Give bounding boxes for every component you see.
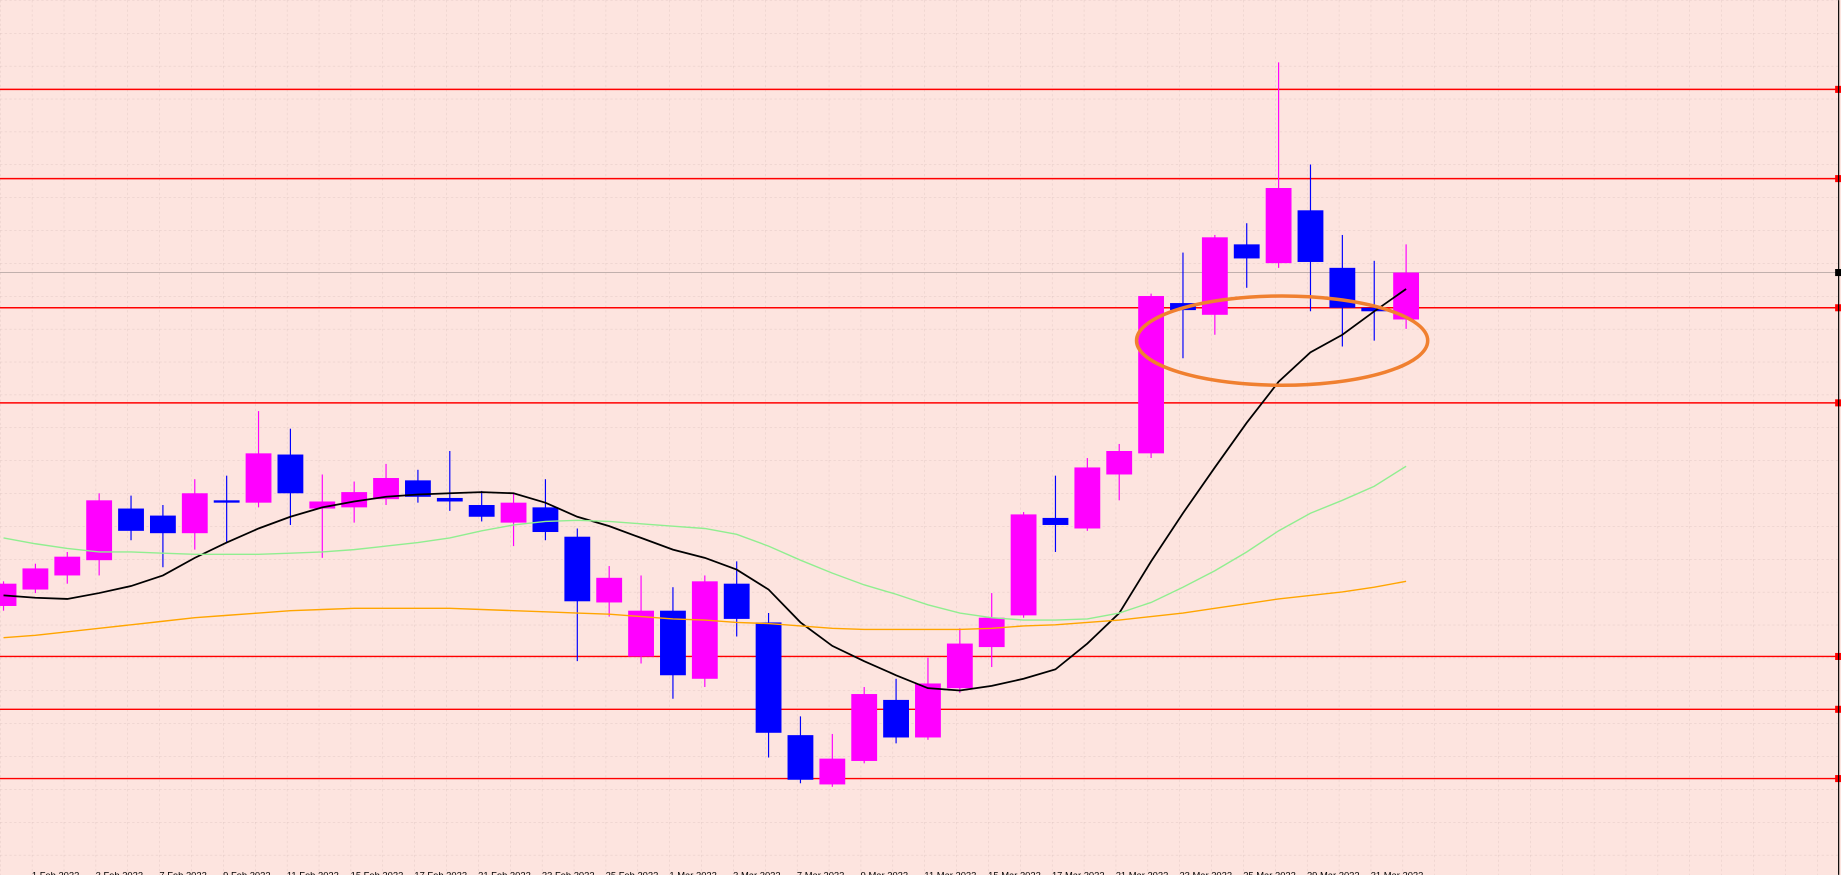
x-tick-label: 15 Feb 2022	[351, 869, 404, 875]
candle-body	[309, 501, 336, 509]
candle-body	[532, 507, 559, 533]
x-tick-label: 25 Mar 2022	[1243, 869, 1296, 875]
moving-average	[3, 465, 1407, 621]
candle-body	[723, 583, 750, 619]
candle-body	[1361, 307, 1388, 312]
plot	[0, 62, 1841, 787]
candle-body	[54, 556, 81, 576]
candle-body	[915, 683, 941, 738]
candle-body	[1106, 451, 1133, 475]
x-tick-label: 1 Mar 2022	[669, 869, 716, 875]
candle-body	[819, 758, 846, 785]
candle-body	[0, 583, 17, 606]
candle-body	[978, 617, 1005, 648]
x-tick-label: 31 Mar 2022	[1371, 869, 1424, 875]
candle-body	[277, 454, 304, 494]
x-tick-label: 21 Feb 2022	[478, 869, 531, 875]
candle-body	[1074, 467, 1101, 529]
x-tick-label: 1 Feb 2022	[32, 869, 79, 875]
highlight-ellipse	[1134, 294, 1430, 388]
x-tick-label: 17 Mar 2022	[1052, 869, 1105, 875]
x-tick-label: 25 Feb 2022	[606, 869, 659, 875]
moving-average	[3, 288, 1407, 692]
candle-body	[149, 515, 176, 534]
x-tick-label: 9 Mar 2022	[861, 869, 908, 875]
candle-body	[181, 493, 208, 534]
x-tick-label: 11 Mar 2022	[924, 869, 976, 875]
candle-body	[1265, 188, 1292, 264]
candle-body	[373, 478, 399, 500]
x-tick-label: 23 Mar 2022	[1179, 869, 1232, 875]
x-tick-label: 7 Mar 2022	[797, 869, 844, 875]
x-tick-label: 7 Feb 2022	[159, 869, 206, 875]
candle-body	[851, 694, 878, 761]
x-tick-label: 15 Mar 2022	[988, 869, 1041, 875]
x-tick-label: 23 Feb 2022	[542, 869, 595, 875]
candle-body	[628, 610, 654, 657]
x-tick-label: 9 Feb 2022	[223, 869, 270, 875]
candle-body	[1010, 514, 1037, 616]
candle-body	[436, 497, 463, 502]
candle-body	[1042, 517, 1069, 525]
candle-body	[1297, 210, 1324, 262]
candle-body	[691, 581, 718, 679]
candle-body	[500, 502, 527, 523]
candle-body	[22, 568, 49, 590]
candle-body	[755, 622, 782, 733]
candle-body	[946, 643, 973, 689]
candle-body	[405, 480, 431, 497]
x-tick-label: 3 Feb 2022	[96, 869, 143, 875]
candle-body	[660, 610, 686, 676]
moving-average	[3, 580, 1407, 639]
x-tick-label: 21 Mar 2022	[1116, 869, 1169, 875]
candle-body	[787, 735, 814, 780]
candle-body	[564, 536, 591, 602]
candle-body	[1233, 244, 1260, 259]
candle-body	[468, 505, 495, 517]
x-tick-label: 17 Feb 2022	[414, 869, 467, 875]
x-tick-label: 29 Mar 2022	[1307, 869, 1360, 875]
x-tick-label: 3 Mar 2022	[733, 869, 780, 875]
candle-body	[213, 500, 240, 503]
candle-body	[596, 577, 623, 603]
candle-body	[118, 508, 144, 531]
candle-body	[245, 453, 272, 503]
candle-body	[86, 500, 113, 561]
candle-body	[883, 699, 909, 738]
x-tick-label: 11 Feb 2022	[287, 869, 339, 875]
